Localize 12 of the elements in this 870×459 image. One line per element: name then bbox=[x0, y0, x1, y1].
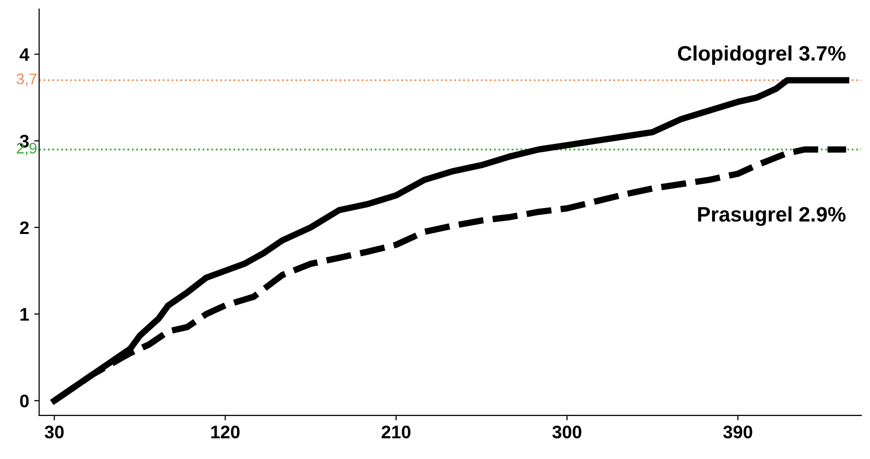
series-label: Prasugrel 2.9% bbox=[698, 206, 846, 226]
ref-line-label: 3,7 bbox=[16, 73, 36, 86]
y-tick-label: 2 bbox=[20, 221, 29, 234]
x-tick-label: 210 bbox=[382, 426, 410, 438]
x-tick-label: 390 bbox=[723, 426, 752, 438]
x-tick-label: 30 bbox=[44, 426, 64, 438]
x-tick-label: 300 bbox=[552, 426, 582, 438]
y-tick-label: 1 bbox=[20, 308, 29, 321]
x-tick-label: 120 bbox=[211, 426, 240, 438]
y-tick-label: 4 bbox=[20, 48, 30, 61]
y-tick-label: 0 bbox=[20, 394, 29, 408]
series-label: Clopidogrel 3.7% bbox=[678, 45, 846, 65]
